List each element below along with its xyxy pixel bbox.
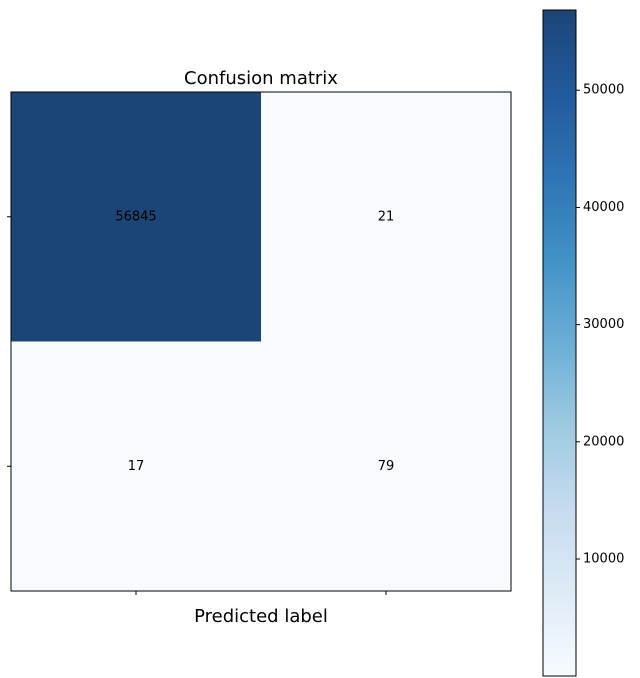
plot-frame bbox=[10, 91, 512, 592]
cell-label: 56845 bbox=[115, 209, 156, 224]
cell bbox=[11, 341, 261, 591]
chart-title: Confusion matrix bbox=[184, 68, 338, 89]
cell bbox=[261, 92, 511, 342]
colorbar-tick-label: 50000 bbox=[583, 83, 624, 98]
colorbar-tick-label: 10000 bbox=[583, 552, 624, 567]
cell-label: 79 bbox=[378, 459, 395, 474]
x-axis-label: Predicted label bbox=[194, 606, 328, 627]
cell bbox=[11, 92, 261, 342]
colorbar-tick-label: 40000 bbox=[583, 200, 624, 215]
colorbar-tick-label: 30000 bbox=[583, 317, 624, 332]
cell bbox=[261, 341, 511, 591]
colorbar-tick-label: 20000 bbox=[583, 434, 624, 449]
cell-label: 17 bbox=[128, 459, 145, 474]
cell-label: 21 bbox=[378, 209, 395, 224]
colorbar bbox=[542, 9, 577, 677]
